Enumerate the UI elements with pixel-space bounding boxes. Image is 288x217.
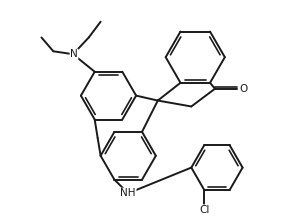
Text: O: O	[240, 84, 248, 94]
Text: NH: NH	[120, 188, 136, 198]
Text: Cl: Cl	[199, 205, 209, 215]
Text: N: N	[70, 49, 78, 59]
